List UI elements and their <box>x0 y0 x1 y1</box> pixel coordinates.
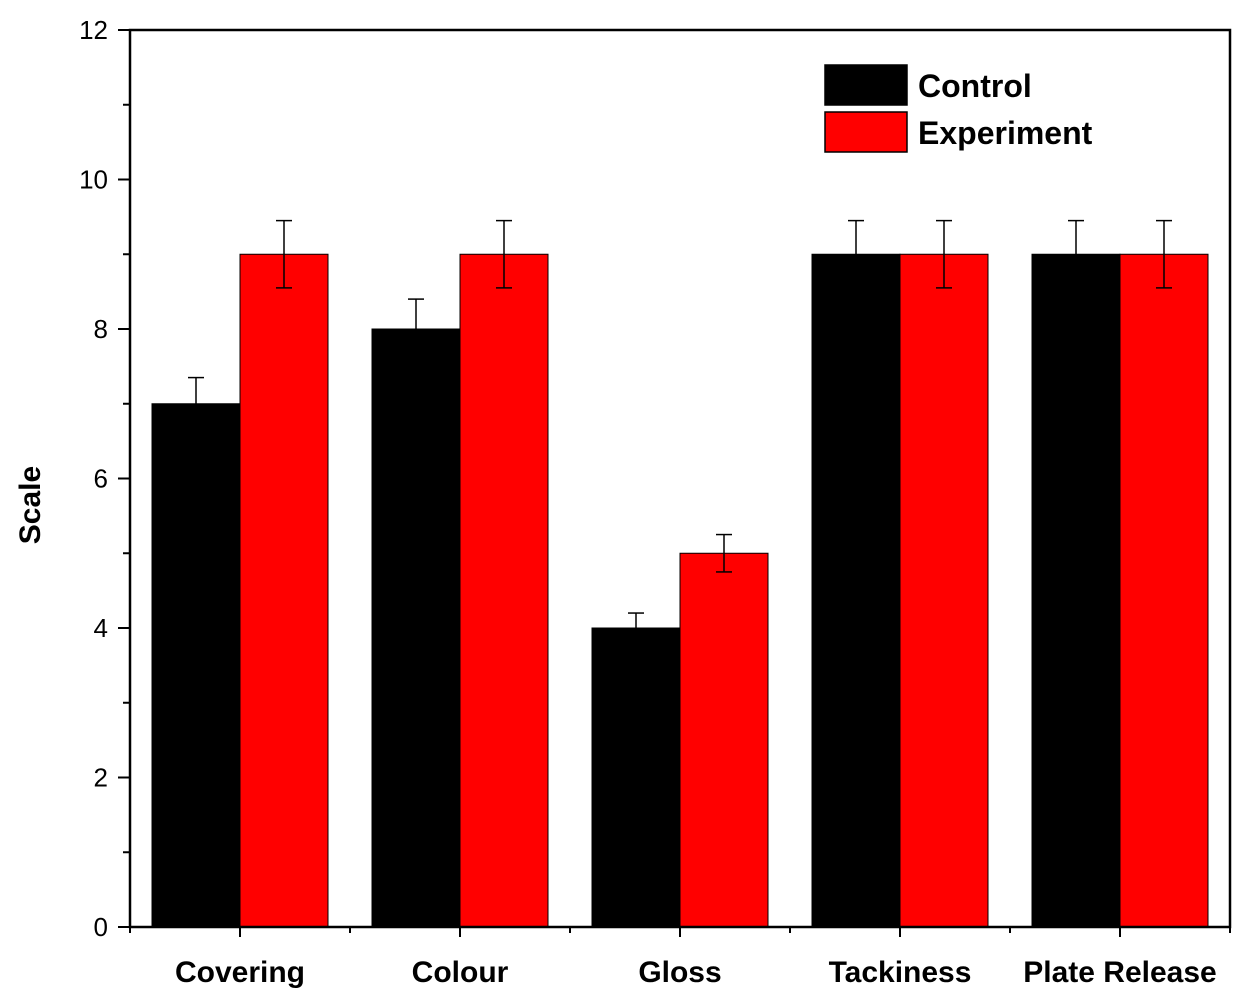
x-axis: Covering Colour Gloss Tackiness Plate Releas… <box>129 927 1231 989</box>
legend-label-control: Control <box>918 68 1032 104</box>
y-axis-title: Scale <box>14 466 47 544</box>
bar-experiment-plate-release <box>1119 253 1209 928</box>
y-tick-label-12: 12 <box>79 15 108 45</box>
error-bar-experiment-gloss <box>716 533 732 573</box>
bar-control-plate-release <box>1031 253 1121 928</box>
error-bar-control-colour <box>408 298 424 360</box>
bars-layer <box>151 253 1209 928</box>
bar-control-covering <box>151 403 241 928</box>
error-bars-layer <box>188 219 1172 644</box>
bar-control-tackiness <box>811 253 901 928</box>
y-tick-label-8: 8 <box>94 314 108 344</box>
error-bar-experiment-plate-release <box>1156 219 1172 289</box>
bar-experiment-gloss <box>679 552 769 928</box>
y-tick-label-2: 2 <box>94 763 108 793</box>
legend: Control Experiment <box>824 64 1093 153</box>
legend-swatch-control <box>824 64 908 106</box>
x-tick-label-gloss: Gloss <box>638 956 721 989</box>
y-tick-label-6: 6 <box>94 464 108 494</box>
error-bar-experiment-covering <box>276 219 292 289</box>
bar-control-gloss <box>591 627 681 928</box>
y-tick-label-10: 10 <box>79 165 108 195</box>
bar-control-colour <box>371 328 461 928</box>
x-tick-label-colour: Colour <box>412 956 509 989</box>
x-tick-label-covering: Covering <box>175 956 305 989</box>
error-bar-control-plate-release <box>1068 219 1084 289</box>
x-tick-label-tackiness: Tackiness <box>829 956 972 989</box>
error-bar-control-gloss <box>628 612 644 644</box>
legend-swatch-experiment <box>824 111 908 153</box>
bar-experiment-colour <box>459 253 549 928</box>
y-tick-label-0: 0 <box>94 912 108 942</box>
error-bar-experiment-tackiness <box>936 219 952 289</box>
legend-label-experiment: Experiment <box>918 115 1093 151</box>
y-tick-label-4: 4 <box>94 613 108 643</box>
x-tick-label-plate-release: Plate Release <box>1023 956 1216 989</box>
error-bar-control-covering <box>188 376 204 431</box>
error-bar-control-tackiness <box>848 219 864 289</box>
y-axis: 0 2 4 6 8 10 12 <box>79 15 130 942</box>
error-bar-experiment-colour <box>496 219 512 289</box>
bar-experiment-tackiness <box>899 253 989 928</box>
bar-experiment-covering <box>239 253 329 928</box>
